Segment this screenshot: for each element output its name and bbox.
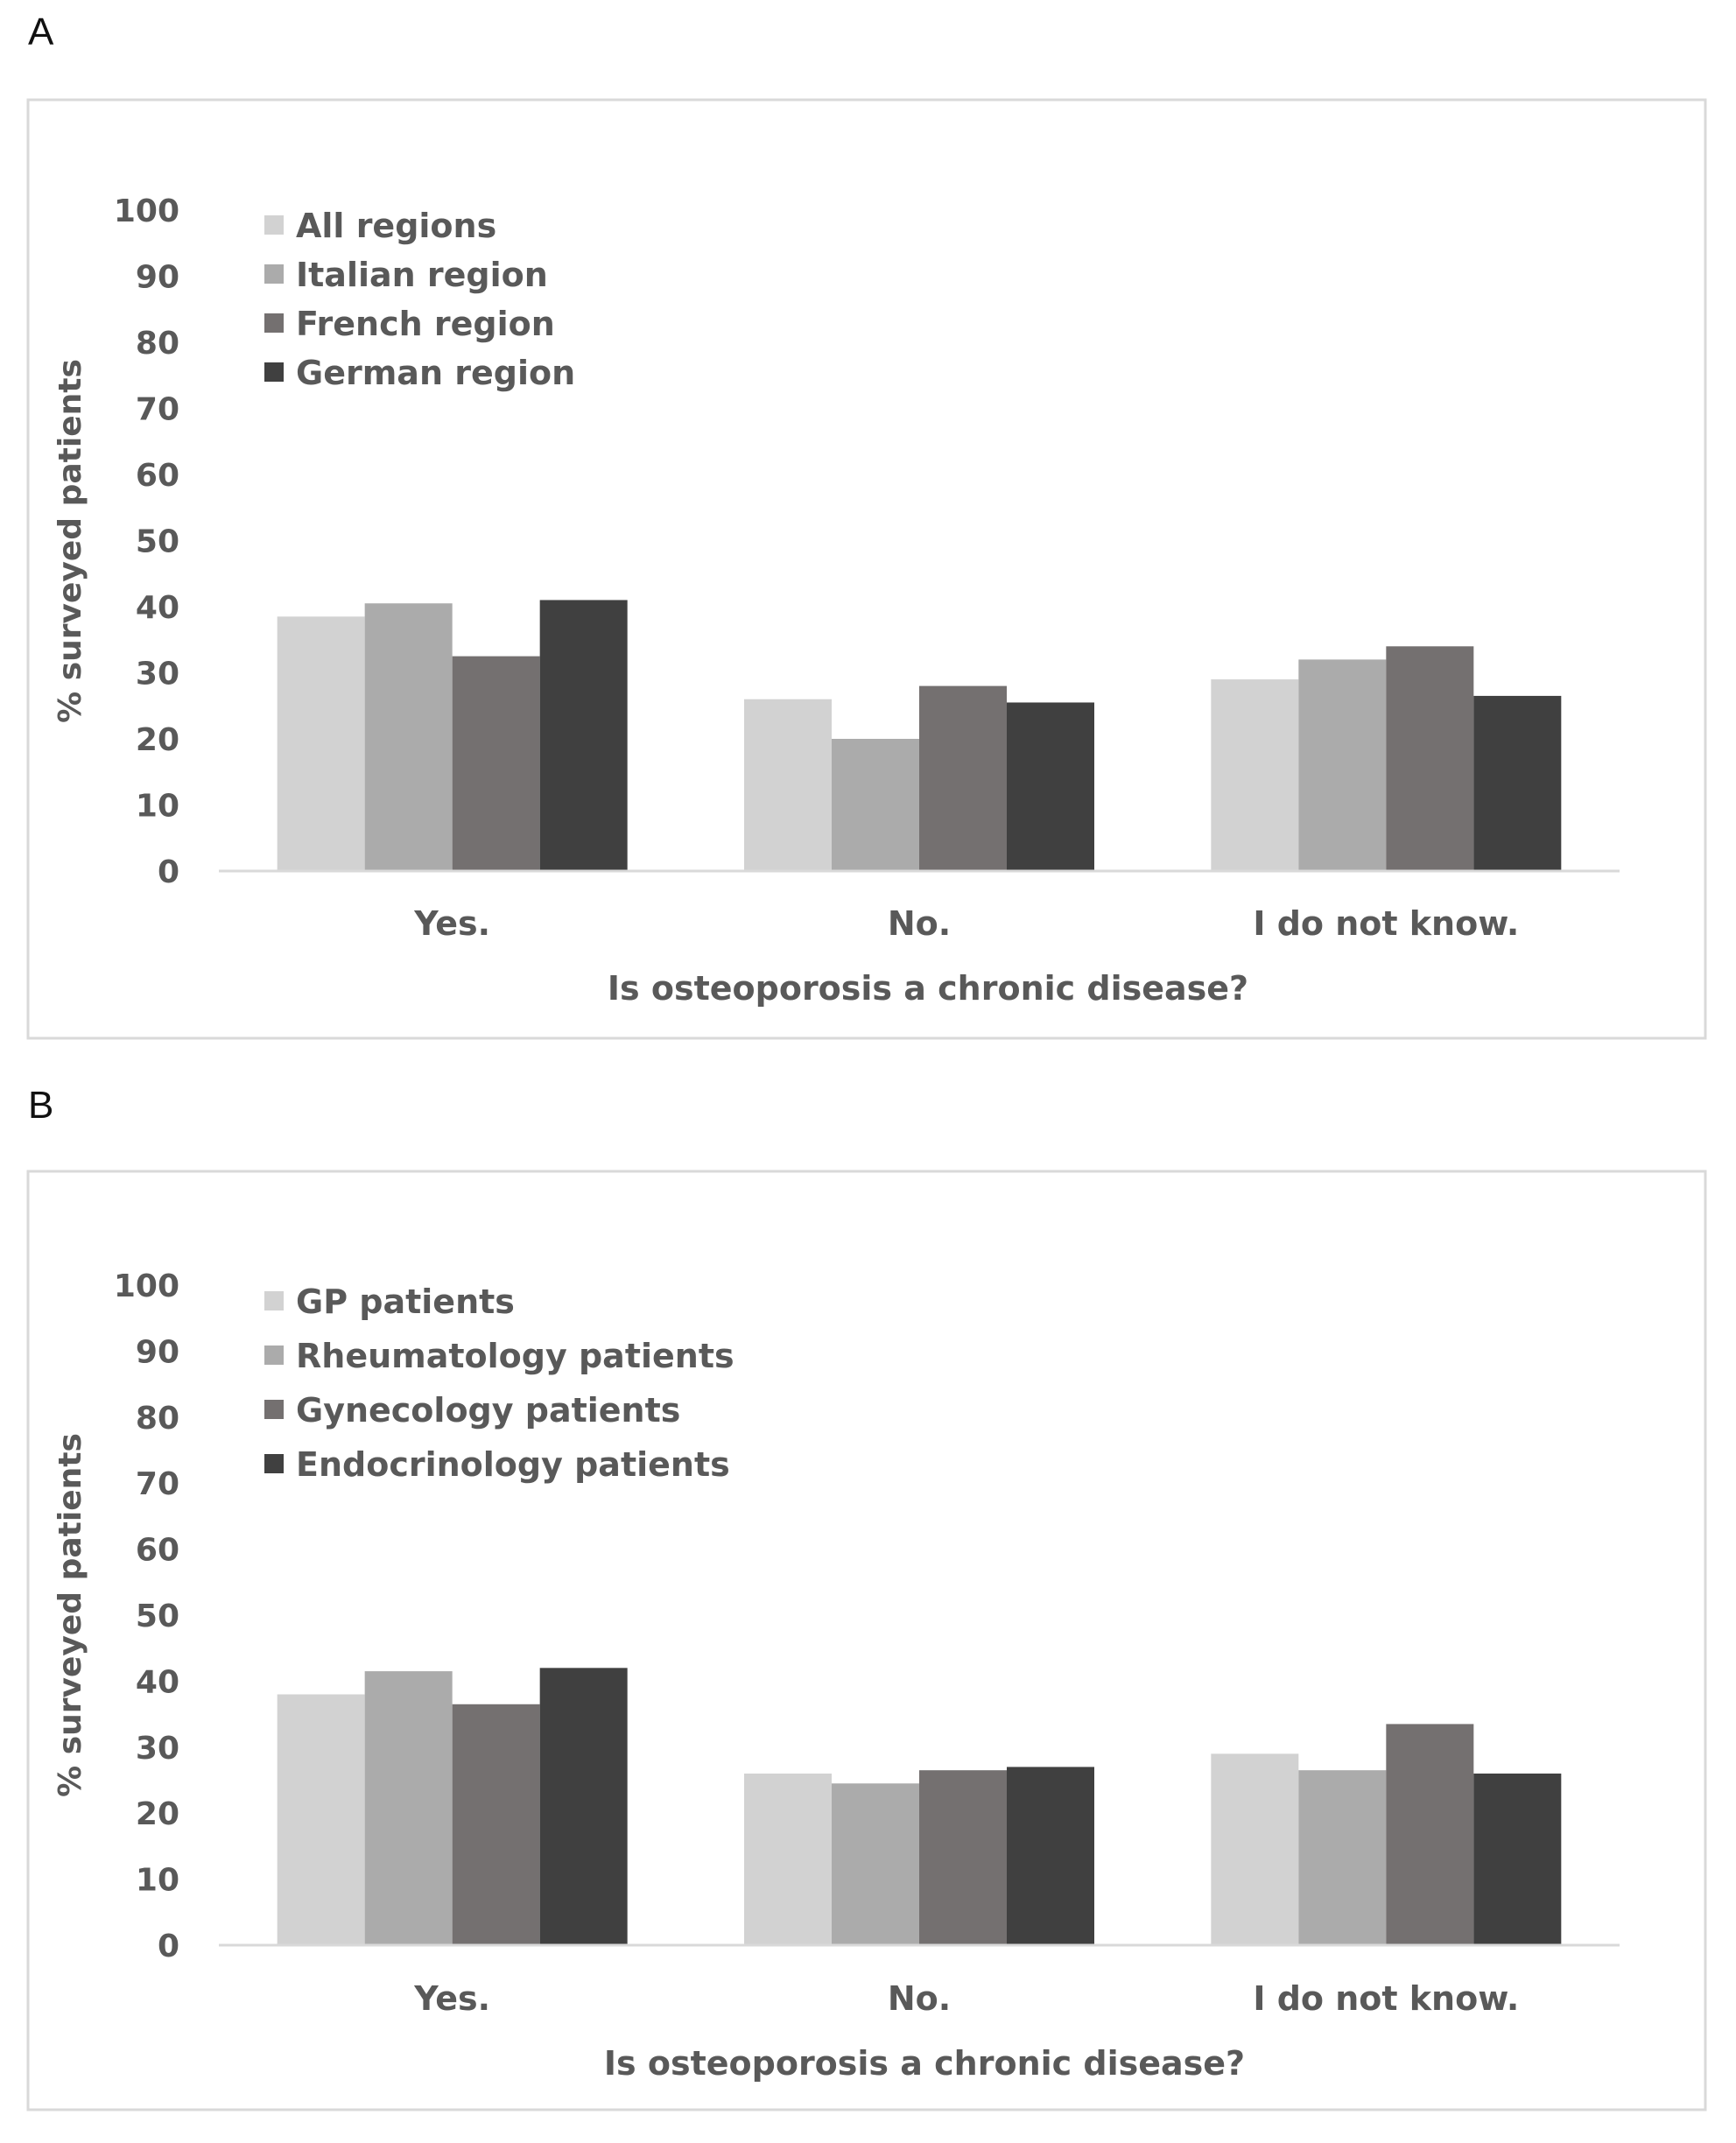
chart-a-y-tick-label: 40: [136, 590, 179, 626]
chart-b-bar: [1298, 1770, 1387, 1945]
chart-b-legend-swatch: [264, 1400, 284, 1419]
chart-b-legend-label: Rheumatology patients: [296, 1337, 734, 1375]
chart-b-legend-swatch: [264, 1291, 284, 1310]
chart-b-bar: [832, 1783, 919, 1945]
chart-a-legend-label: All regions: [296, 207, 496, 245]
chart-a-legend-swatch: [264, 215, 284, 235]
chart-a-bar: [832, 739, 919, 871]
chart-b-bar: [1386, 1724, 1474, 1945]
chart-b-bar: [1211, 1753, 1299, 1945]
chart-a-legend-label: French region: [296, 305, 555, 343]
chart-b-frame: [26, 1170, 1707, 2111]
chart-b-x-tick-label: I do not know.: [1253, 1979, 1519, 2018]
chart-a-bar: [919, 685, 1007, 871]
chart-a-y-tick-label: 90: [136, 260, 179, 296]
chart-b-bar: [744, 1773, 832, 1945]
chart-b-y-tick-label: 80: [136, 1401, 179, 1437]
chart-b-legend-swatch: [264, 1454, 284, 1473]
chart-a-y-tick-label: 70: [136, 392, 179, 428]
chart-a-legend-label: Italian region: [296, 256, 548, 294]
chart-a-frame: [26, 98, 1707, 1040]
chart-b: 0 10 20 30 40 50 60 70 80 90 100 Yes. No. I do not kn…: [26, 1170, 1707, 2111]
chart-a-bar: [1211, 679, 1299, 871]
chart-b-y-tick-label: 100: [114, 1268, 179, 1304]
chart-b-y-tick-label: 10: [136, 1863, 179, 1899]
chart-b-bar: [919, 1770, 1007, 1945]
chart-b-y-tick-label: 50: [136, 1598, 179, 1634]
chart-a-bar: [539, 600, 628, 871]
panel-a-letter: A: [28, 11, 54, 53]
chart-a-y-tick-label: 30: [136, 657, 179, 692]
chart-a-bar: [452, 656, 540, 871]
chart-a-y-tick-label: 20: [136, 722, 179, 758]
chart-b-x-tick-label: No.: [888, 1979, 951, 2018]
chart-b-legend-label: GP patients: [296, 1282, 515, 1321]
chart-a-bar: [1007, 702, 1094, 871]
chart-a-y-tick-label: 100: [114, 193, 179, 229]
chart-b-legend-swatch: [264, 1346, 284, 1365]
chart-b-bar: [539, 1668, 628, 1945]
chart-a-y-axis-title: % surveyed patients: [53, 359, 88, 723]
chart-a-bar: [1473, 695, 1562, 871]
chart-a-legend-label: German region: [296, 354, 575, 392]
chart-a-y-tick-label: 10: [136, 789, 179, 825]
chart-a-x-tick-label: Yes.: [413, 904, 490, 943]
chart-a-legend-swatch: [264, 362, 284, 382]
chart-a: 0 10 20 30 40 50 60 70 80 90 100 Yes. No. I do not kn…: [26, 98, 1707, 1040]
chart-a-bar: [1298, 659, 1387, 871]
chart-b-y-tick-label: 40: [136, 1664, 179, 1700]
chart-a-bar: [744, 699, 832, 871]
chart-a-x-tick-label: I do not know.: [1253, 904, 1519, 943]
chart-b-bar: [1473, 1773, 1562, 1945]
chart-b-bar: [1007, 1767, 1094, 1945]
chart-a-y-tick-label: 60: [136, 458, 179, 494]
chart-b-x-axis-title: Is osteoporosis a chronic disease?: [604, 2044, 1245, 2083]
chart-b-y-tick-label: 70: [136, 1466, 179, 1502]
chart-b-y-tick-label: 60: [136, 1533, 179, 1569]
chart-a-bar: [277, 616, 365, 871]
panel-b-letter: B: [28, 1084, 54, 1127]
chart-b-y-tick-label: 30: [136, 1731, 179, 1767]
chart-a-y-tick-label: 0: [158, 854, 179, 890]
chart-a-legend-swatch: [264, 264, 284, 284]
chart-a-y-tick-label: 80: [136, 326, 179, 362]
chart-a-bar: [1386, 646, 1474, 871]
chart-b-x-tick-label: Yes.: [413, 1979, 490, 2018]
chart-a-x-tick-label: No.: [888, 904, 951, 943]
chart-b-legend-label: Gynecology patients: [296, 1391, 680, 1430]
chart-b-y-tick-label: 0: [158, 1929, 179, 1964]
chart-b-bar: [277, 1694, 365, 1945]
chart-b-y-axis-title: % surveyed patients: [53, 1433, 88, 1797]
chart-a-legend-swatch: [264, 313, 284, 333]
chart-b-legend-label: Endocrinology patients: [296, 1445, 730, 1484]
chart-b-y-tick-label: 90: [136, 1334, 179, 1370]
chart-a-bar: [364, 603, 453, 871]
chart-b-bar: [452, 1704, 540, 1945]
chart-a-y-tick-label: 50: [136, 524, 179, 560]
chart-a-x-axis-title: Is osteoporosis a chronic disease?: [608, 969, 1248, 1008]
chart-b-bar: [364, 1671, 453, 1945]
chart-b-y-tick-label: 20: [136, 1796, 179, 1832]
